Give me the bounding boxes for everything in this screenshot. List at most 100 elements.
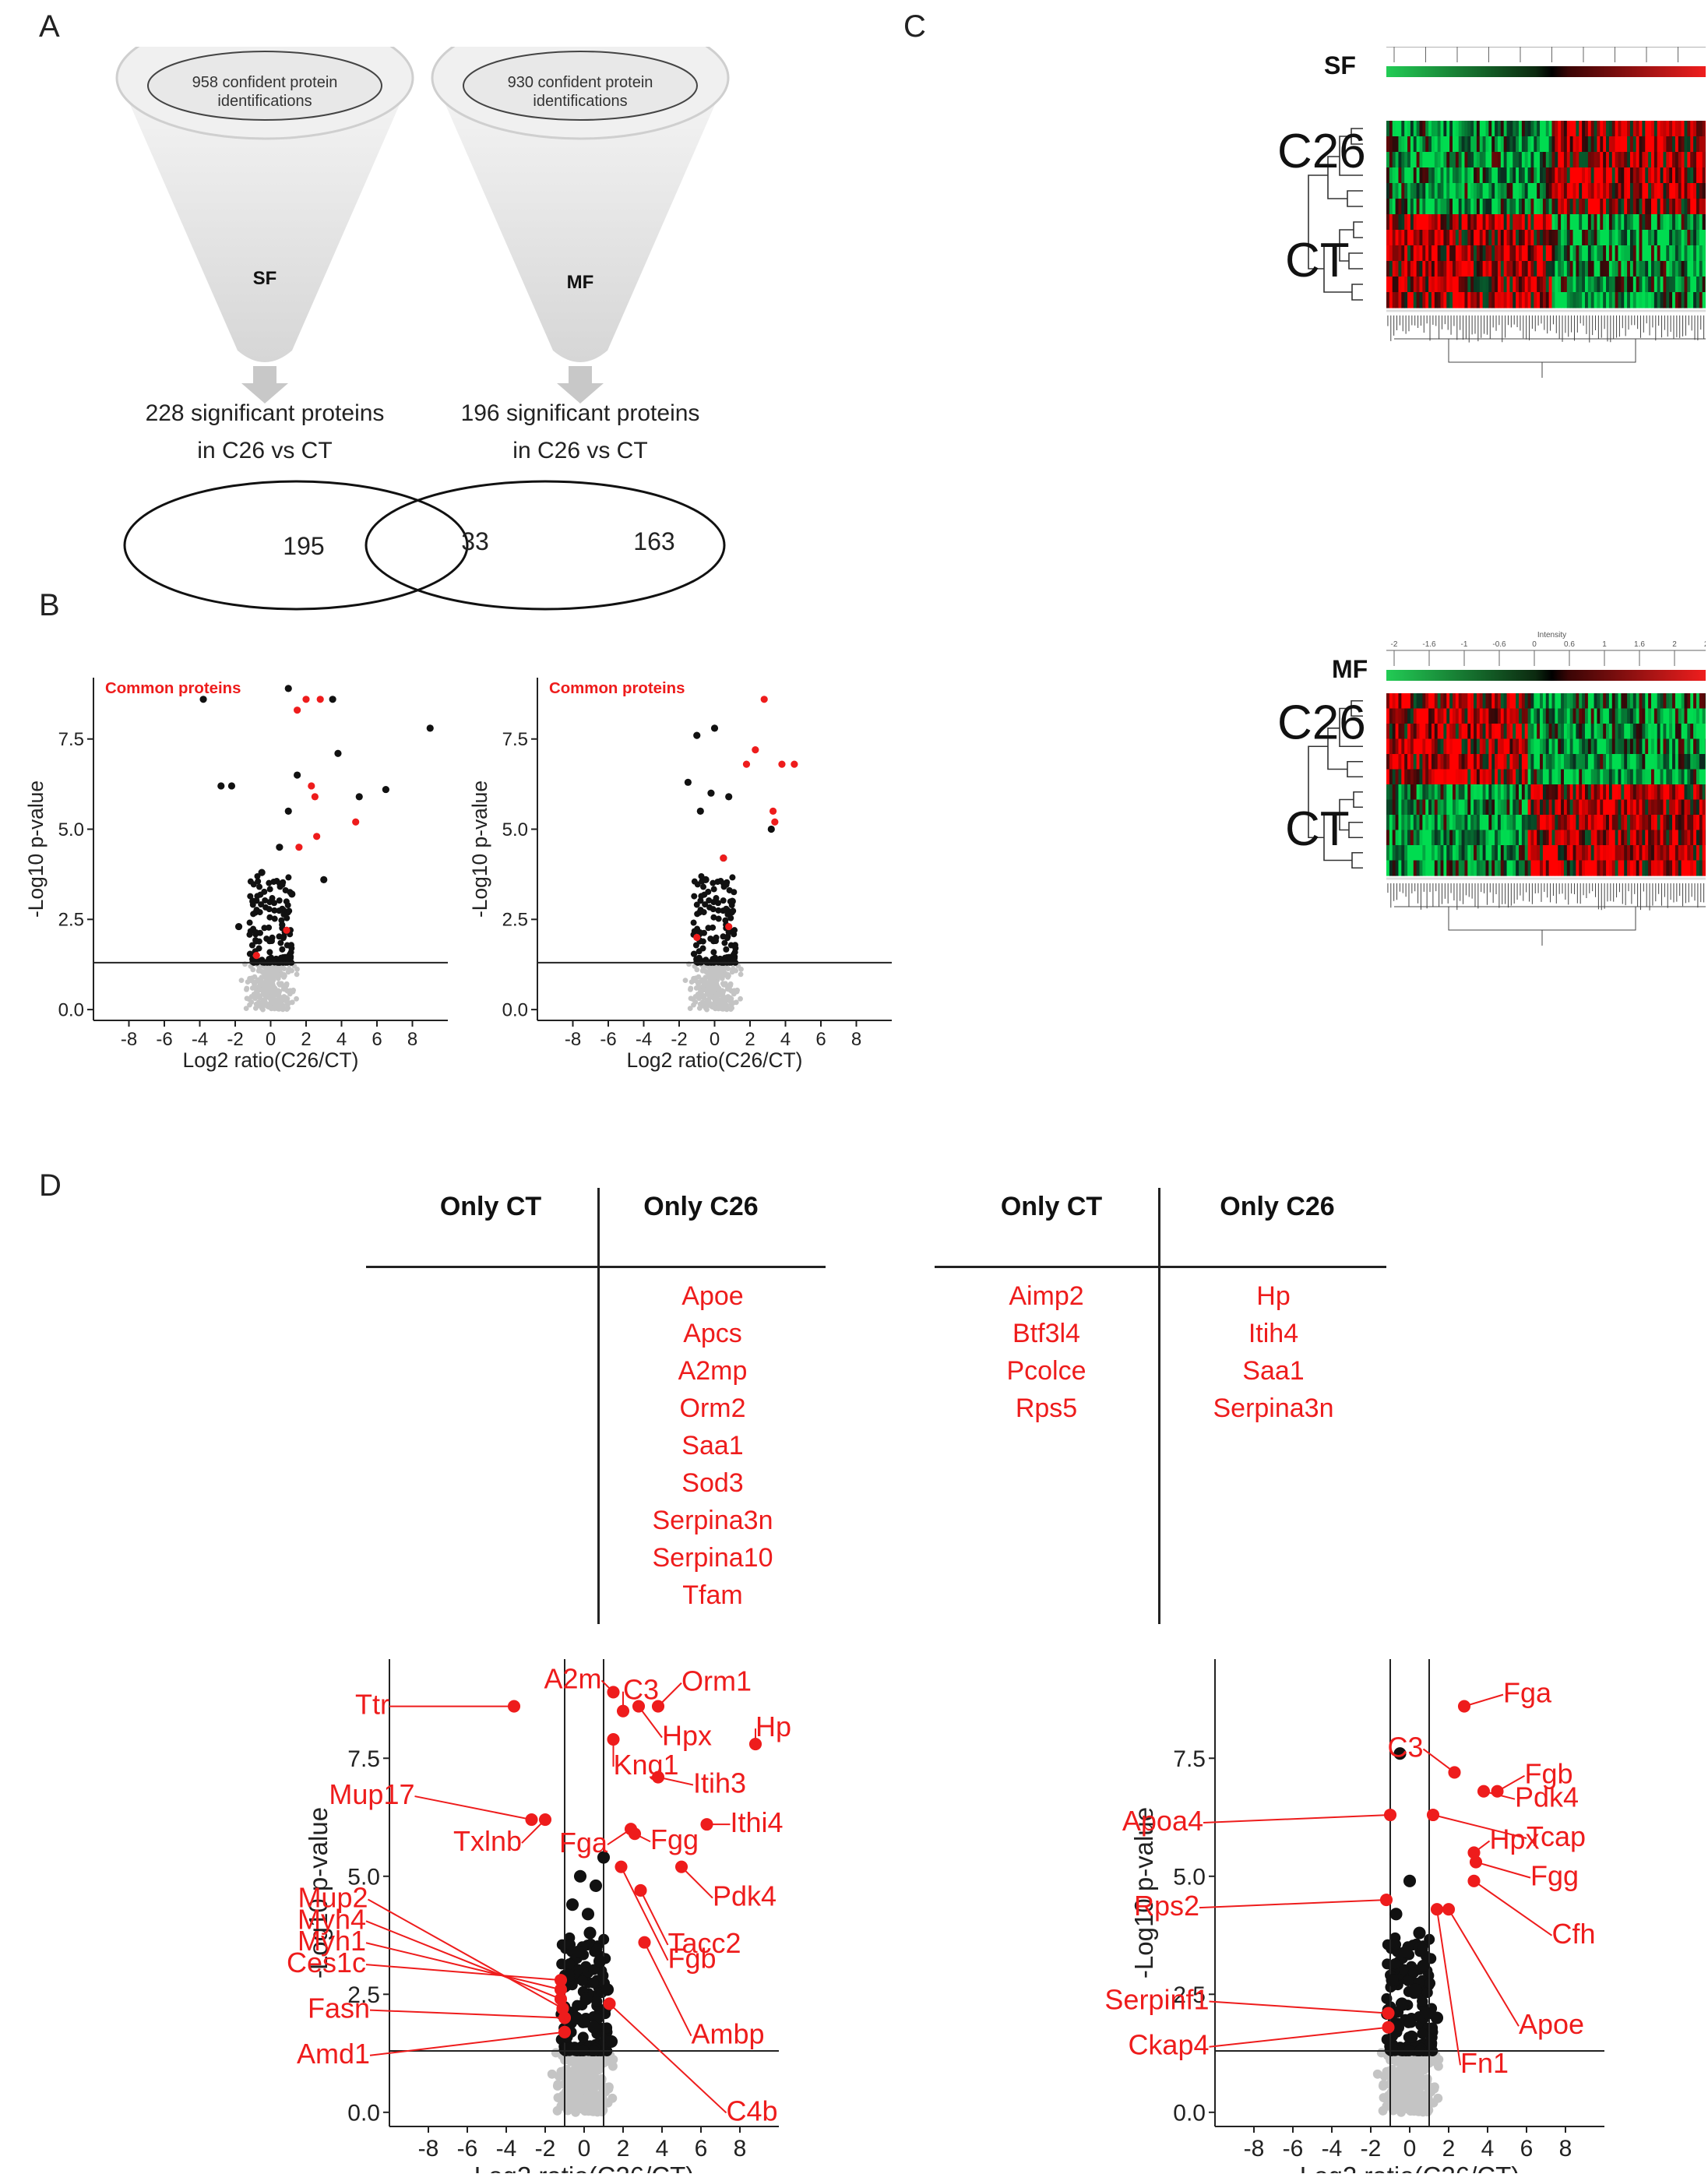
heatmap-cell [1470, 230, 1474, 246]
heatmap-cell [1537, 261, 1541, 277]
nonsignificant-points [1372, 2046, 1444, 2117]
heatmap-cell [1627, 214, 1631, 231]
heatmap-cell [1648, 277, 1652, 293]
heatmap-cell [1576, 693, 1579, 710]
nonsignificant-point [713, 981, 720, 987]
heatmap-cell [1506, 183, 1511, 199]
heatmap-cell [1416, 292, 1421, 308]
heatmap-cell [1624, 815, 1628, 831]
heatmap-cell [1702, 277, 1706, 293]
significant-point [1381, 1992, 1393, 2004]
heatmap-cell [1401, 724, 1405, 740]
heatmap-cell [1618, 830, 1622, 846]
heatmap-cell [1431, 830, 1435, 846]
row-dendrogram [1308, 128, 1363, 301]
heatmap-cell [1521, 738, 1526, 755]
heatmap-cell [1576, 830, 1579, 846]
heatmap-cell [1503, 152, 1508, 168]
heatmap-cell [1386, 738, 1390, 755]
heatmap-cell [1440, 136, 1445, 153]
heatmap-cell [1407, 277, 1411, 293]
heatmap-cell [1404, 693, 1408, 710]
heatmap-cell [1608, 199, 1613, 215]
data-point [725, 922, 733, 931]
heatmap-cell [1542, 277, 1547, 293]
heatmap-cell [1621, 815, 1625, 831]
heatmap-cell [1653, 708, 1658, 724]
heatmap-cell [1618, 708, 1622, 724]
heatmap-cell [1516, 277, 1520, 293]
data-point [294, 771, 301, 779]
y-tick-label: 2.5 [347, 1982, 380, 2008]
heatmap-cell [1453, 845, 1456, 861]
heatmap-cell [1606, 152, 1610, 168]
heatmap-cell [1663, 136, 1667, 153]
significant-point [283, 914, 291, 921]
heatmap-cell [1594, 261, 1598, 277]
nonsignificant-point [1404, 2105, 1414, 2115]
funnel-sf-ident-2: identifications [217, 93, 312, 110]
heatmap-cell [1603, 136, 1607, 153]
heatmap-cell [1419, 292, 1423, 308]
venn-diagram: 195 33 163 [123, 480, 726, 611]
heatmap-cell [1636, 724, 1640, 740]
heatmap-cell [1585, 784, 1589, 801]
gene-label-leader [369, 2031, 565, 2056]
heatmap-cell [1624, 152, 1628, 168]
heatmap-cell [1603, 214, 1607, 231]
heatmap-cell [1572, 845, 1577, 861]
heatmap-cell [1516, 183, 1520, 199]
x-tick-label: 0 [266, 1029, 276, 1050]
heatmap-cell [1657, 214, 1661, 231]
heatmap-cell [1455, 261, 1460, 277]
heatmap-cell [1693, 199, 1697, 215]
heatmap-cell [1684, 183, 1688, 199]
heatmap-cell [1603, 693, 1607, 710]
heatmap-cell [1527, 724, 1532, 740]
heatmap-cell [1461, 245, 1466, 262]
heatmap-cell [1653, 784, 1658, 801]
heatmap-cell [1455, 183, 1460, 199]
heatmap-cell [1455, 245, 1460, 262]
heatmap-cell [1645, 693, 1649, 710]
heatmap-cell [1521, 292, 1526, 308]
heatmap-cell [1690, 769, 1694, 785]
heatmap-cell [1464, 277, 1468, 293]
heatmap-cell [1642, 277, 1646, 293]
heatmap-group-top: C26 [1277, 696, 1366, 750]
heatmap-cell [1446, 724, 1450, 740]
heatmap-cell [1453, 815, 1456, 831]
data-point [1403, 1874, 1417, 1887]
heatmap-cell [1470, 799, 1474, 816]
heatmap-cell [1587, 860, 1592, 876]
data-point [767, 825, 775, 833]
heatmap-cell [1603, 245, 1607, 262]
x-tick-label: 6 [815, 1029, 826, 1050]
heatmap-cell [1594, 754, 1598, 770]
heatmap-cell [1503, 199, 1508, 215]
heatmap-cell [1503, 815, 1508, 831]
significant-point [710, 949, 717, 956]
nonsignificant-point [248, 975, 255, 981]
heatmap-cell [1389, 136, 1393, 153]
heatmap-cell [1629, 152, 1634, 168]
heatmap-cell [1443, 261, 1447, 277]
heatmap-cell [1503, 754, 1508, 770]
heatmap-cell [1398, 292, 1402, 308]
heatmap-cell [1657, 769, 1661, 785]
heatmap-cell [1621, 292, 1625, 308]
heatmap-cell [1642, 738, 1646, 755]
heatmap-cell [1495, 799, 1498, 816]
data-point [276, 844, 283, 851]
heatmap-cell [1500, 183, 1505, 199]
heatmap-cell [1425, 708, 1429, 724]
heatmap-cell [1651, 815, 1655, 831]
heatmap-cell [1453, 754, 1456, 770]
data-point [311, 793, 319, 801]
heatmap-cell [1666, 136, 1670, 153]
significant-cluster [690, 872, 739, 966]
heatmap-cell [1566, 724, 1571, 740]
heatmap-cell [1621, 830, 1625, 846]
heatmap-cell [1434, 167, 1439, 184]
heatmap-cell [1639, 199, 1643, 215]
